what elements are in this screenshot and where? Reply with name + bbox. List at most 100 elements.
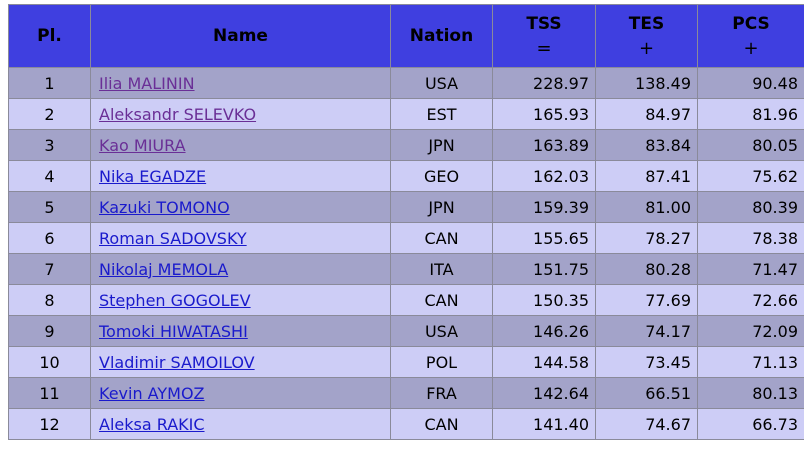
header-text: Pl.: [37, 26, 62, 46]
result-row: 8 Stephen GOGOLEV CAN 150.35 77.69 72.66: [8, 284, 804, 316]
header-cell: Name: [90, 4, 391, 68]
tes-cell: 83.84: [595, 129, 698, 161]
skater-link[interactable]: Tomoki HIWATASHI: [99, 321, 248, 341]
tss-cell: 151.75: [492, 253, 596, 285]
name-cell: Aleksa RAKIC: [90, 408, 391, 440]
place-cell: 10: [8, 346, 91, 378]
nation-cell: JPN: [390, 129, 493, 161]
nation-cell: FRA: [390, 377, 493, 409]
result-row: 2 Aleksandr SELEVKO EST 165.93 84.97 81.96: [8, 98, 804, 130]
skater-link[interactable]: Aleksa RAKIC: [99, 414, 205, 434]
place-cell: 12: [8, 408, 91, 440]
skater-link[interactable]: Kao MIURA: [99, 135, 186, 155]
result-row: 5 Kazuki TOMONO JPN 159.39 81.00 80.39: [8, 191, 804, 223]
tss-cell: 142.64: [492, 377, 596, 409]
place-cell: 8: [8, 284, 91, 316]
header-text: TES: [628, 13, 665, 34]
tss-cell: 144.58: [492, 346, 596, 378]
skater-link[interactable]: Kevin AYMOZ: [99, 383, 205, 403]
header-text: PCS: [732, 13, 770, 34]
tss-cell: 162.03: [492, 160, 596, 192]
pcs-cell: 72.09: [697, 315, 804, 347]
place-cell: 3: [8, 129, 91, 161]
place-cell: 6: [8, 222, 91, 254]
nation-cell: CAN: [390, 408, 493, 440]
name-cell: Tomoki HIWATASHI: [90, 315, 391, 347]
header-row: Pl. Name Nation TSS = TES + PCS +: [8, 4, 804, 68]
pcs-cell: 71.13: [697, 346, 804, 378]
header-cell: TES +: [595, 4, 698, 68]
tss-cell: 141.40: [492, 408, 596, 440]
skater-link[interactable]: Ilia MALININ: [99, 73, 195, 93]
skater-link[interactable]: Aleksandr SELEVKO: [99, 104, 257, 124]
name-cell: Nika EGADZE: [90, 160, 391, 192]
nation-cell: GEO: [390, 160, 493, 192]
pcs-cell: 80.39: [697, 191, 804, 223]
nation-cell: EST: [390, 98, 493, 130]
result-row: 6 Roman SADOVSKY CAN 155.65 78.27 78.38: [8, 222, 804, 254]
header-cell: TSS =: [492, 4, 596, 68]
tss-cell: 155.65: [492, 222, 596, 254]
tes-cell: 87.41: [595, 160, 698, 192]
name-cell: Nikolaj MEMOLA: [90, 253, 391, 285]
tes-cell: 138.49: [595, 67, 698, 99]
name-cell: Kazuki TOMONO: [90, 191, 391, 223]
place-cell: 11: [8, 377, 91, 409]
nation-cell: CAN: [390, 222, 493, 254]
pcs-cell: 75.62: [697, 160, 804, 192]
header-text: Name: [213, 26, 268, 46]
tss-cell: 159.39: [492, 191, 596, 223]
pcs-cell: 66.73: [697, 408, 804, 440]
nation-cell: POL: [390, 346, 493, 378]
skater-link[interactable]: Kazuki TOMONO: [99, 197, 230, 217]
place-cell: 9: [8, 315, 91, 347]
nation-cell: JPN: [390, 191, 493, 223]
tes-cell: 84.97: [595, 98, 698, 130]
table-header: Pl. Name Nation TSS = TES + PCS +: [8, 4, 804, 68]
header-sub: +: [638, 37, 655, 59]
result-row: 10 Vladimir SAMOILOV POL 144.58 73.45 71.13: [8, 346, 804, 378]
place-cell: 7: [8, 253, 91, 285]
tss-cell: 165.93: [492, 98, 596, 130]
pcs-cell: 90.48: [697, 67, 804, 99]
nation-cell: USA: [390, 67, 493, 99]
results-table-container: Pl. Name Nation TSS = TES + PCS + 1 Ilia MAL…: [8, 4, 804, 440]
results-table: Pl. Name Nation TSS = TES + PCS + 1 Ilia MAL…: [8, 4, 804, 440]
place-cell: 2: [8, 98, 91, 130]
header-cell: Pl.: [8, 4, 91, 68]
result-row: 9 Tomoki HIWATASHI USA 146.26 74.17 72.09: [8, 315, 804, 347]
result-row: 11 Kevin AYMOZ FRA 142.64 66.51 80.13: [8, 377, 804, 409]
result-row: 12 Aleksa RAKIC CAN 141.40 74.67 66.73: [8, 408, 804, 440]
name-cell: Kevin AYMOZ: [90, 377, 391, 409]
header-text: Nation: [409, 26, 474, 46]
header-text: TSS: [526, 13, 562, 34]
name-cell: Ilia MALININ: [90, 67, 391, 99]
header-cell: PCS +: [697, 4, 804, 68]
tes-cell: 66.51: [595, 377, 698, 409]
skater-link[interactable]: Nika EGADZE: [99, 166, 207, 186]
tss-cell: 150.35: [492, 284, 596, 316]
skater-link[interactable]: Vladimir SAMOILOV: [99, 352, 255, 372]
pcs-cell: 71.47: [697, 253, 804, 285]
skater-link[interactable]: Nikolaj MEMOLA: [99, 259, 229, 279]
tss-cell: 228.97: [492, 67, 596, 99]
nation-cell: CAN: [390, 284, 493, 316]
pcs-cell: 80.05: [697, 129, 804, 161]
skater-link[interactable]: Roman SADOVSKY: [99, 228, 247, 248]
header-sub: =: [536, 37, 552, 59]
skater-link[interactable]: Stephen GOGOLEV: [99, 290, 251, 310]
tes-cell: 81.00: [595, 191, 698, 223]
name-cell: Kao MIURA: [90, 129, 391, 161]
tes-cell: 80.28: [595, 253, 698, 285]
nation-cell: ITA: [390, 253, 493, 285]
place-cell: 5: [8, 191, 91, 223]
result-row: 1 Ilia MALININ USA 228.97 138.49 90.48: [8, 67, 804, 99]
tes-cell: 74.17: [595, 315, 698, 347]
result-row: 7 Nikolaj MEMOLA ITA 151.75 80.28 71.47: [8, 253, 804, 285]
pcs-cell: 72.66: [697, 284, 804, 316]
name-cell: Stephen GOGOLEV: [90, 284, 391, 316]
header-cell: Nation: [390, 4, 493, 68]
tes-cell: 77.69: [595, 284, 698, 316]
tss-cell: 146.26: [492, 315, 596, 347]
